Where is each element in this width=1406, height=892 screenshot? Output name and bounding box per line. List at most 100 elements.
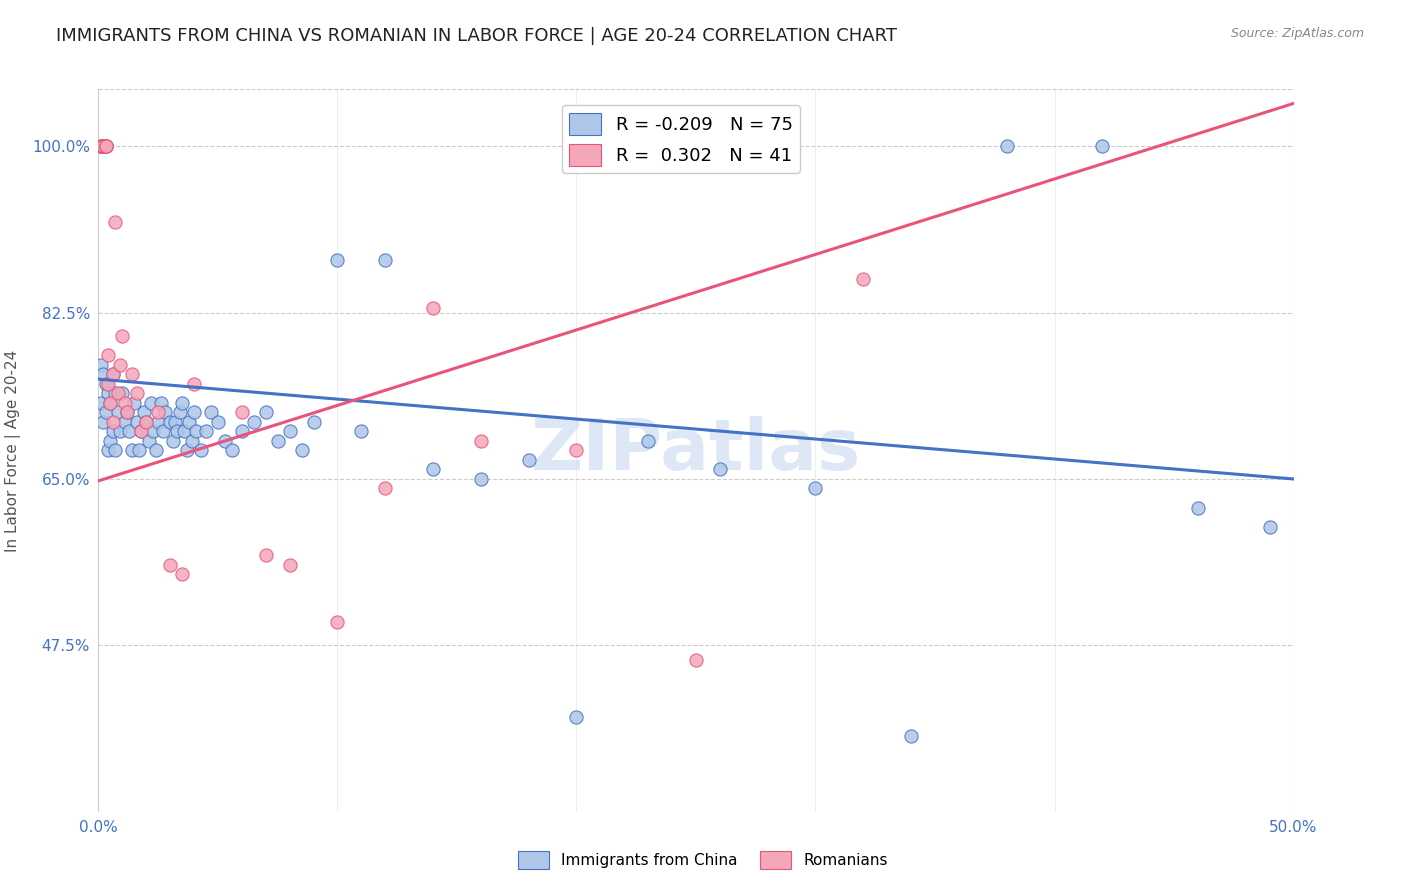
Point <box>138 434 160 448</box>
Point <box>94 139 117 153</box>
Point <box>172 567 194 582</box>
Point <box>97 443 120 458</box>
Point <box>155 405 177 419</box>
Y-axis label: In Labor Force | Age 20-24: In Labor Force | Age 20-24 <box>6 350 21 551</box>
Point <box>91 139 114 153</box>
Point <box>107 386 129 401</box>
Point <box>291 443 314 458</box>
Point <box>254 405 277 419</box>
Point <box>91 139 114 153</box>
Point <box>114 415 136 429</box>
Point <box>114 396 136 410</box>
Point <box>132 405 155 419</box>
Point <box>180 434 202 448</box>
Point <box>195 425 218 439</box>
Point <box>108 358 131 372</box>
Point <box>852 272 875 286</box>
Point <box>104 386 127 401</box>
Point <box>470 472 492 486</box>
Point <box>470 434 492 448</box>
Point <box>169 405 191 419</box>
Point <box>91 139 114 153</box>
Point <box>267 434 290 448</box>
Point <box>200 405 222 419</box>
Text: ZIPatlas: ZIPatlas <box>531 416 860 485</box>
Point <box>90 139 112 153</box>
Point <box>94 139 117 153</box>
Point <box>162 434 184 448</box>
Point <box>118 425 141 439</box>
Point <box>90 358 112 372</box>
Point <box>302 415 325 429</box>
Point <box>1187 500 1209 515</box>
Point <box>91 415 114 429</box>
Point <box>709 462 731 476</box>
Point <box>221 443 243 458</box>
Text: IMMIGRANTS FROM CHINA VS ROMANIAN IN LABOR FORCE | AGE 20-24 CORRELATION CHART: IMMIGRANTS FROM CHINA VS ROMANIAN IN LAB… <box>56 27 897 45</box>
Point <box>207 415 229 429</box>
Point <box>565 443 588 458</box>
Point <box>108 425 131 439</box>
Point <box>107 405 129 419</box>
Point <box>90 396 112 410</box>
Point <box>422 301 444 315</box>
Point <box>804 482 827 496</box>
Point <box>94 405 117 419</box>
Point <box>128 443 150 458</box>
Point <box>111 329 134 343</box>
Point <box>176 443 198 458</box>
Text: Source: ZipAtlas.com: Source: ZipAtlas.com <box>1230 27 1364 40</box>
Point <box>94 139 117 153</box>
Point <box>159 415 181 429</box>
Point <box>131 425 153 439</box>
Point <box>121 368 143 382</box>
Point <box>1258 519 1281 533</box>
Point <box>163 415 186 429</box>
Point <box>94 376 117 391</box>
Point <box>90 139 112 153</box>
Point <box>104 443 127 458</box>
Point <box>139 396 162 410</box>
Point <box>326 615 349 629</box>
Point <box>98 434 122 448</box>
Point <box>97 348 120 362</box>
Point <box>278 425 301 439</box>
Point <box>517 453 540 467</box>
Point <box>98 396 122 410</box>
Point <box>172 396 194 410</box>
Point <box>111 386 134 401</box>
Point <box>90 139 112 153</box>
Point <box>179 415 201 429</box>
Point <box>254 548 277 562</box>
Point <box>125 415 148 429</box>
Point <box>326 253 349 268</box>
Point <box>231 425 253 439</box>
Point <box>173 425 195 439</box>
Point <box>422 462 444 476</box>
Point <box>90 139 112 153</box>
Point <box>243 415 266 429</box>
Point <box>900 729 922 743</box>
Point <box>149 396 172 410</box>
Point <box>98 396 122 410</box>
Point <box>1091 139 1114 153</box>
Point <box>159 558 181 572</box>
Point <box>374 253 396 268</box>
Point <box>166 425 188 439</box>
Point <box>183 376 205 391</box>
Point <box>115 405 138 419</box>
Point <box>94 139 117 153</box>
Point <box>101 368 124 382</box>
Point <box>101 368 124 382</box>
Point <box>148 405 170 419</box>
Point <box>125 386 148 401</box>
Point <box>565 709 588 723</box>
Point <box>101 415 124 429</box>
Point <box>97 376 120 391</box>
Point <box>637 434 659 448</box>
Legend: Immigrants from China, Romanians: Immigrants from China, Romanians <box>512 845 894 875</box>
Point <box>152 425 174 439</box>
Point <box>190 443 212 458</box>
Point <box>104 215 127 229</box>
Point <box>135 415 157 429</box>
